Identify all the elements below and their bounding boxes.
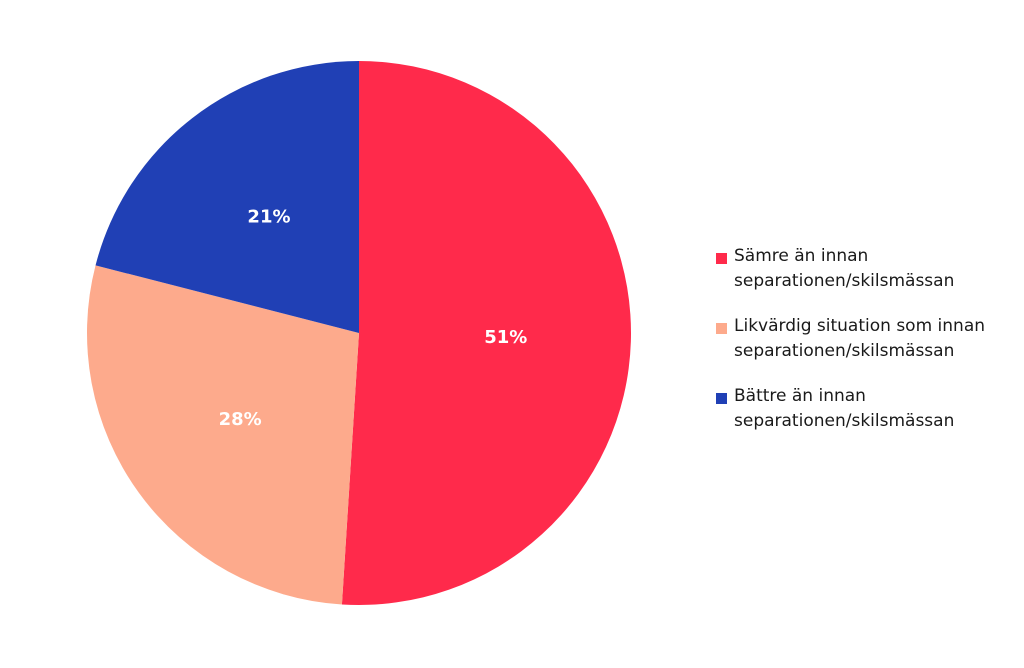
legend-label: Likvärdig situation som innan separation… — [734, 316, 986, 361]
legend-swatch — [716, 393, 727, 404]
legend-swatch — [716, 253, 727, 264]
slice-value-label: 51% — [484, 327, 527, 348]
pie-slice — [95, 61, 359, 333]
pie-chart: 51% 28% 21% — [86, 61, 632, 605]
legend-swatch — [716, 323, 727, 334]
legend-label: Sämre än innan separationen/skilsmässan — [734, 246, 955, 291]
pie-slice — [86, 265, 359, 605]
legend-item: Bättre än innan separationen/skilsmässan — [716, 384, 1016, 434]
legend-label: Bättre än innan separationen/skilsmässan — [734, 386, 955, 431]
slice-value-label: 28% — [219, 409, 262, 430]
slice-value-label: 21% — [247, 206, 290, 227]
pie-slice — [341, 61, 632, 605]
legend-item: Likvärdig situation som innan separation… — [716, 314, 1016, 364]
legend: Sämre än innan separationen/skilsmässan … — [716, 244, 1016, 454]
legend-item: Sämre än innan separationen/skilsmässan — [716, 244, 1016, 294]
